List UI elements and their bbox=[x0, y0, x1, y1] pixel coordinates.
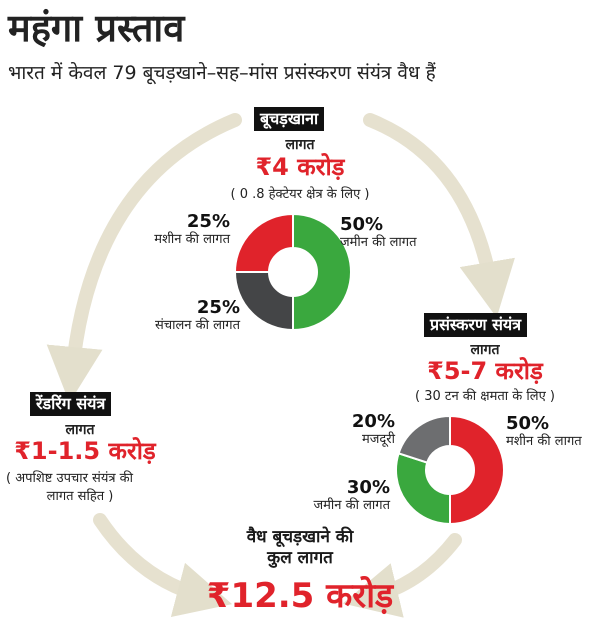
page-subtitle: भारत में केवल 79 बूचड़खाने–सह–मांस प्रसं… bbox=[8, 62, 436, 84]
processing-slice-1 bbox=[395, 452, 451, 526]
slaughterhouse-label: बूचड़खाना bbox=[254, 107, 325, 131]
slaughterhouse-machine-segment: 25% मशीन की लागत bbox=[110, 212, 230, 248]
slaughterhouse-donut bbox=[233, 212, 352, 332]
total-label: वैध बूचड़खाने की कुल लागत bbox=[180, 527, 420, 569]
segment-percent: 25% bbox=[186, 211, 230, 232]
slaughterhouse-slice-1 bbox=[233, 271, 294, 332]
total-value: ₹12.5 करोड़ bbox=[206, 576, 394, 616]
slaughterhouse-slice-0 bbox=[292, 212, 352, 332]
processing-label: प्रसंस्करण संयंत्र bbox=[424, 313, 528, 337]
arrow-to-processing bbox=[363, 113, 515, 318]
rendering-cost-label: लागत bbox=[65, 422, 95, 438]
slaughterhouse-slice-2 bbox=[233, 212, 294, 273]
rendering-note-line2: लागत सहित ) bbox=[46, 489, 114, 504]
processing-donut bbox=[395, 414, 505, 526]
segment-percent: 20% bbox=[351, 411, 395, 432]
slaughterhouse-note: ( 0 .8 हेक्टेयर क्षेत्र के लिए ) bbox=[230, 187, 370, 202]
processing-slice-2 bbox=[397, 414, 451, 464]
segment-percent: 25% bbox=[196, 297, 240, 318]
rendering-label: रेंडरिंग संयंत्र bbox=[30, 392, 112, 416]
segment-name: मजदूरी bbox=[361, 432, 395, 447]
processing-note: ( 30 टन की क्षमता के लिए ) bbox=[415, 389, 555, 404]
slaughterhouse-land-segment: 50% जमीन की लागत bbox=[340, 215, 470, 251]
segment-name: जमीन की लागत bbox=[313, 498, 390, 513]
processing-labour-segment: 20% मजदूरी bbox=[290, 412, 395, 448]
processing-cost-label: लागत bbox=[470, 342, 500, 358]
segment-name: मशीन की लागत bbox=[506, 434, 582, 449]
processing-machine-segment: 50% मशीन की लागत bbox=[506, 414, 600, 450]
slaughterhouse-cost-value: ₹4 करोड़ bbox=[255, 153, 345, 181]
processing-land-segment: 30% जमीन की लागत bbox=[260, 478, 390, 514]
total-label-line1: वैध बूचड़खाने की bbox=[246, 527, 354, 547]
arrow-rendering-to-total bbox=[93, 513, 233, 617]
segment-percent: 50% bbox=[340, 214, 384, 235]
processing-cost-value: ₹5-7 करोड़ bbox=[427, 357, 543, 385]
segment-percent: 50% bbox=[506, 413, 550, 434]
page-title: महंगा प्रस्ताव bbox=[8, 6, 185, 50]
slaughterhouse-operation-segment: 25% संचालन की लागत bbox=[110, 298, 240, 334]
arrow-processing-to-total bbox=[342, 533, 462, 618]
slaughterhouse-cost-label: लागत bbox=[285, 137, 315, 153]
segment-name: जमीन की लागत bbox=[340, 235, 417, 250]
total-label-line2: कुल लागत bbox=[267, 548, 333, 568]
segment-percent: 30% bbox=[346, 477, 390, 498]
arrow-to-rendering bbox=[46, 113, 242, 403]
segment-name: संचालन की लागत bbox=[155, 318, 240, 333]
segment-name: मशीन की लागत bbox=[154, 232, 230, 247]
processing-slice-0 bbox=[449, 414, 505, 526]
rendering-cost-value: ₹1-1.5 करोड़ bbox=[14, 437, 156, 465]
rendering-note-line1: ( अपशिष्ट उपचार संयंत्र की bbox=[6, 471, 134, 486]
